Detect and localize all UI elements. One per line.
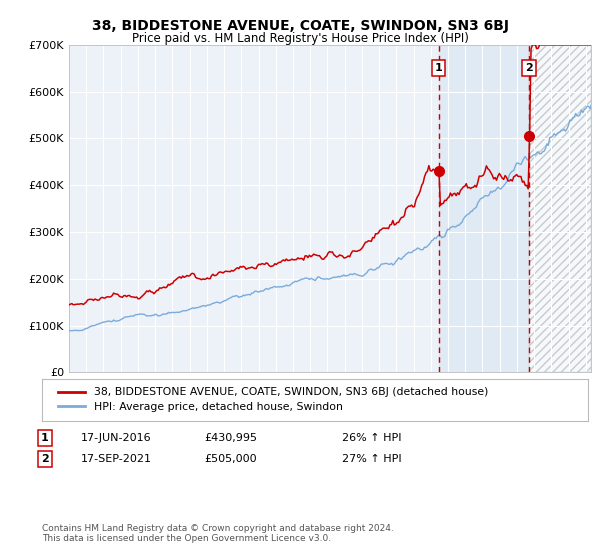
Text: 1: 1 [435, 63, 443, 73]
Text: 17-JUN-2016: 17-JUN-2016 [81, 433, 152, 443]
Bar [529, 45, 591, 372]
Legend: 38, BIDDESTONE AVENUE, COATE, SWINDON, SN3 6BJ (detached house), HPI: Average pr: 38, BIDDESTONE AVENUE, COATE, SWINDON, S… [53, 382, 494, 418]
Text: 26% ↑ HPI: 26% ↑ HPI [342, 433, 401, 443]
Text: 27% ↑ HPI: 27% ↑ HPI [342, 454, 401, 464]
Bar [529, 45, 591, 372]
Text: Contains HM Land Registry data © Crown copyright and database right 2024.
This d: Contains HM Land Registry data © Crown c… [42, 524, 394, 543]
Bar [529, 45, 591, 372]
Text: 2: 2 [41, 454, 49, 464]
Text: £430,995: £430,995 [204, 433, 257, 443]
Text: 1: 1 [41, 433, 49, 443]
Text: 2: 2 [525, 63, 533, 73]
Text: £505,000: £505,000 [204, 454, 257, 464]
Bar [439, 45, 529, 372]
Text: 17-SEP-2021: 17-SEP-2021 [81, 454, 152, 464]
Text: 38, BIDDESTONE AVENUE, COATE, SWINDON, SN3 6BJ: 38, BIDDESTONE AVENUE, COATE, SWINDON, S… [91, 19, 509, 33]
Text: Price paid vs. HM Land Registry's House Price Index (HPI): Price paid vs. HM Land Registry's House … [131, 32, 469, 45]
